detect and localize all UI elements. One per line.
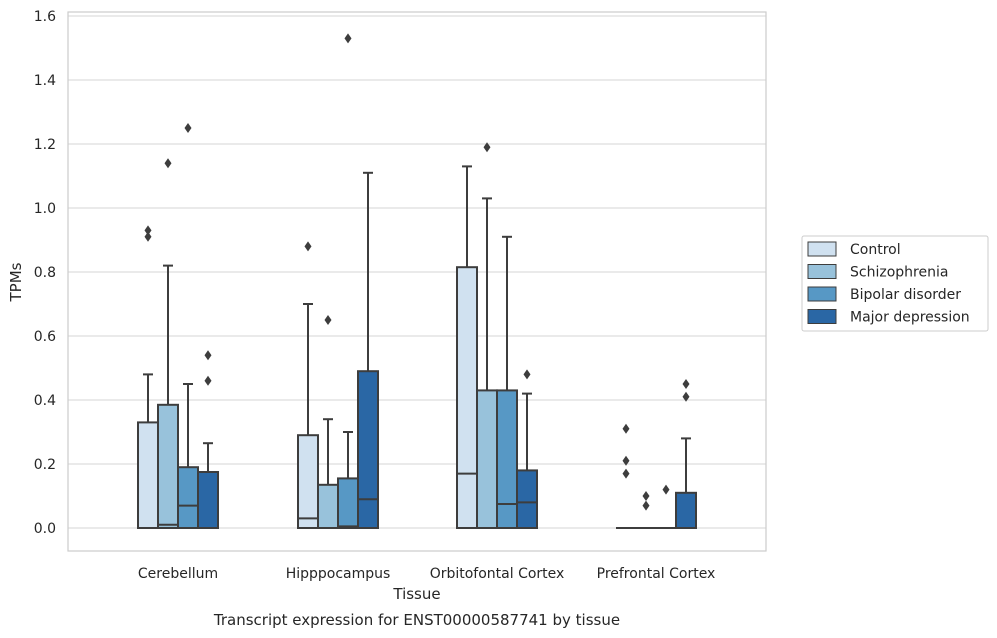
box-schizophrenia (476, 142, 498, 529)
x-tick-label: Prefrontal Cortex (597, 566, 716, 582)
outlier-point (642, 491, 650, 501)
outlier-point (204, 375, 212, 386)
legend-label: Control (850, 242, 901, 258)
legend: Control Schizophrenia Bipolar disorder Majo… (801, 235, 989, 332)
y-tick-label: 1.2 (34, 137, 56, 153)
box-body (357, 370, 379, 530)
legend-label: Major depression (850, 310, 970, 326)
y-tick-label: 0.4 (34, 393, 56, 409)
outlier-point (184, 123, 192, 133)
legend-swatch (807, 241, 837, 257)
box-body (137, 421, 159, 529)
box-control (137, 225, 159, 529)
gridlines (68, 15, 766, 529)
box-body (476, 389, 498, 529)
y-axis-title: TPMs (7, 262, 25, 302)
legend-label: Schizophrenia (850, 265, 948, 281)
legend-frame (801, 235, 989, 332)
outlier-point (164, 158, 172, 169)
boxes (137, 33, 697, 530)
box-major-depression (675, 379, 697, 529)
y-axis-ticks: 0.0 0.2 0.4 0.6 0.8 1.0 1.2 1.4 1.6 (34, 9, 56, 537)
box-schizophrenia (317, 315, 339, 529)
y-tick-label: 0.2 (34, 457, 56, 473)
y-tick-label: 1.4 (34, 73, 56, 89)
legend-swatch (807, 264, 837, 279)
box-control (456, 165, 478, 529)
x-axis-ticks: Cerebellum Hipppocampus Orbitofontal Corte… (138, 566, 715, 582)
outlier-point (682, 379, 690, 389)
outlier-point (642, 500, 650, 511)
box-bipolar-disorder (177, 123, 199, 530)
box-body (177, 466, 199, 530)
outlier-point (204, 350, 212, 361)
box-major-depression (197, 350, 219, 529)
outlier-point (682, 391, 690, 402)
legend-swatch (807, 309, 837, 324)
outlier-point (662, 484, 670, 495)
box-body (157, 403, 179, 529)
outlier-point (523, 369, 531, 380)
outlier-point (144, 231, 152, 242)
y-tick-label: 1.6 (34, 9, 56, 25)
box-body (317, 483, 339, 529)
box-body (337, 477, 359, 529)
box-bipolar-disorder (337, 33, 359, 529)
chart-caption: Transcript expression for ENST0000058774… (213, 611, 620, 629)
outlier-point (622, 423, 630, 434)
legend-items: Control Schizophrenia Bipolar disorder Majo… (807, 241, 970, 326)
y-tick-label: 1.0 (34, 201, 56, 217)
outlier-point (622, 468, 630, 479)
box-body (197, 471, 219, 529)
outlier-point (144, 225, 152, 236)
y-tick-label: 0.6 (34, 329, 56, 345)
box-body (297, 434, 319, 530)
box-body (456, 266, 478, 529)
y-tick-label: 0.8 (34, 265, 56, 281)
x-tick-label: Cerebellum (138, 566, 218, 582)
x-axis-title: Tissue (392, 585, 440, 603)
outlier-point (622, 455, 630, 466)
box-schizophrenia (157, 158, 179, 529)
legend-label: Bipolar disorder (850, 287, 961, 303)
box-bipolar-disorder (656, 484, 676, 529)
outlier-point (324, 315, 332, 325)
outlier-point (483, 142, 491, 153)
outlier-point (304, 241, 312, 252)
box-major-depression (516, 369, 538, 529)
box-body (675, 491, 697, 529)
x-tick-label: Orbitofontal Cortex (430, 566, 565, 582)
box-body (496, 389, 518, 529)
plot-area-frame (67, 11, 767, 552)
box-schizophrenia (636, 491, 656, 529)
box-bipolar-disorder (496, 235, 518, 529)
legend-swatch (807, 286, 837, 302)
box-body (516, 469, 538, 529)
box-control (297, 241, 319, 530)
box-major-depression (357, 171, 379, 530)
outlier-point (344, 33, 352, 44)
y-tick-label: 0.0 (34, 521, 56, 537)
box-control (616, 423, 636, 529)
x-tick-label: Hipppocampus (286, 566, 391, 582)
